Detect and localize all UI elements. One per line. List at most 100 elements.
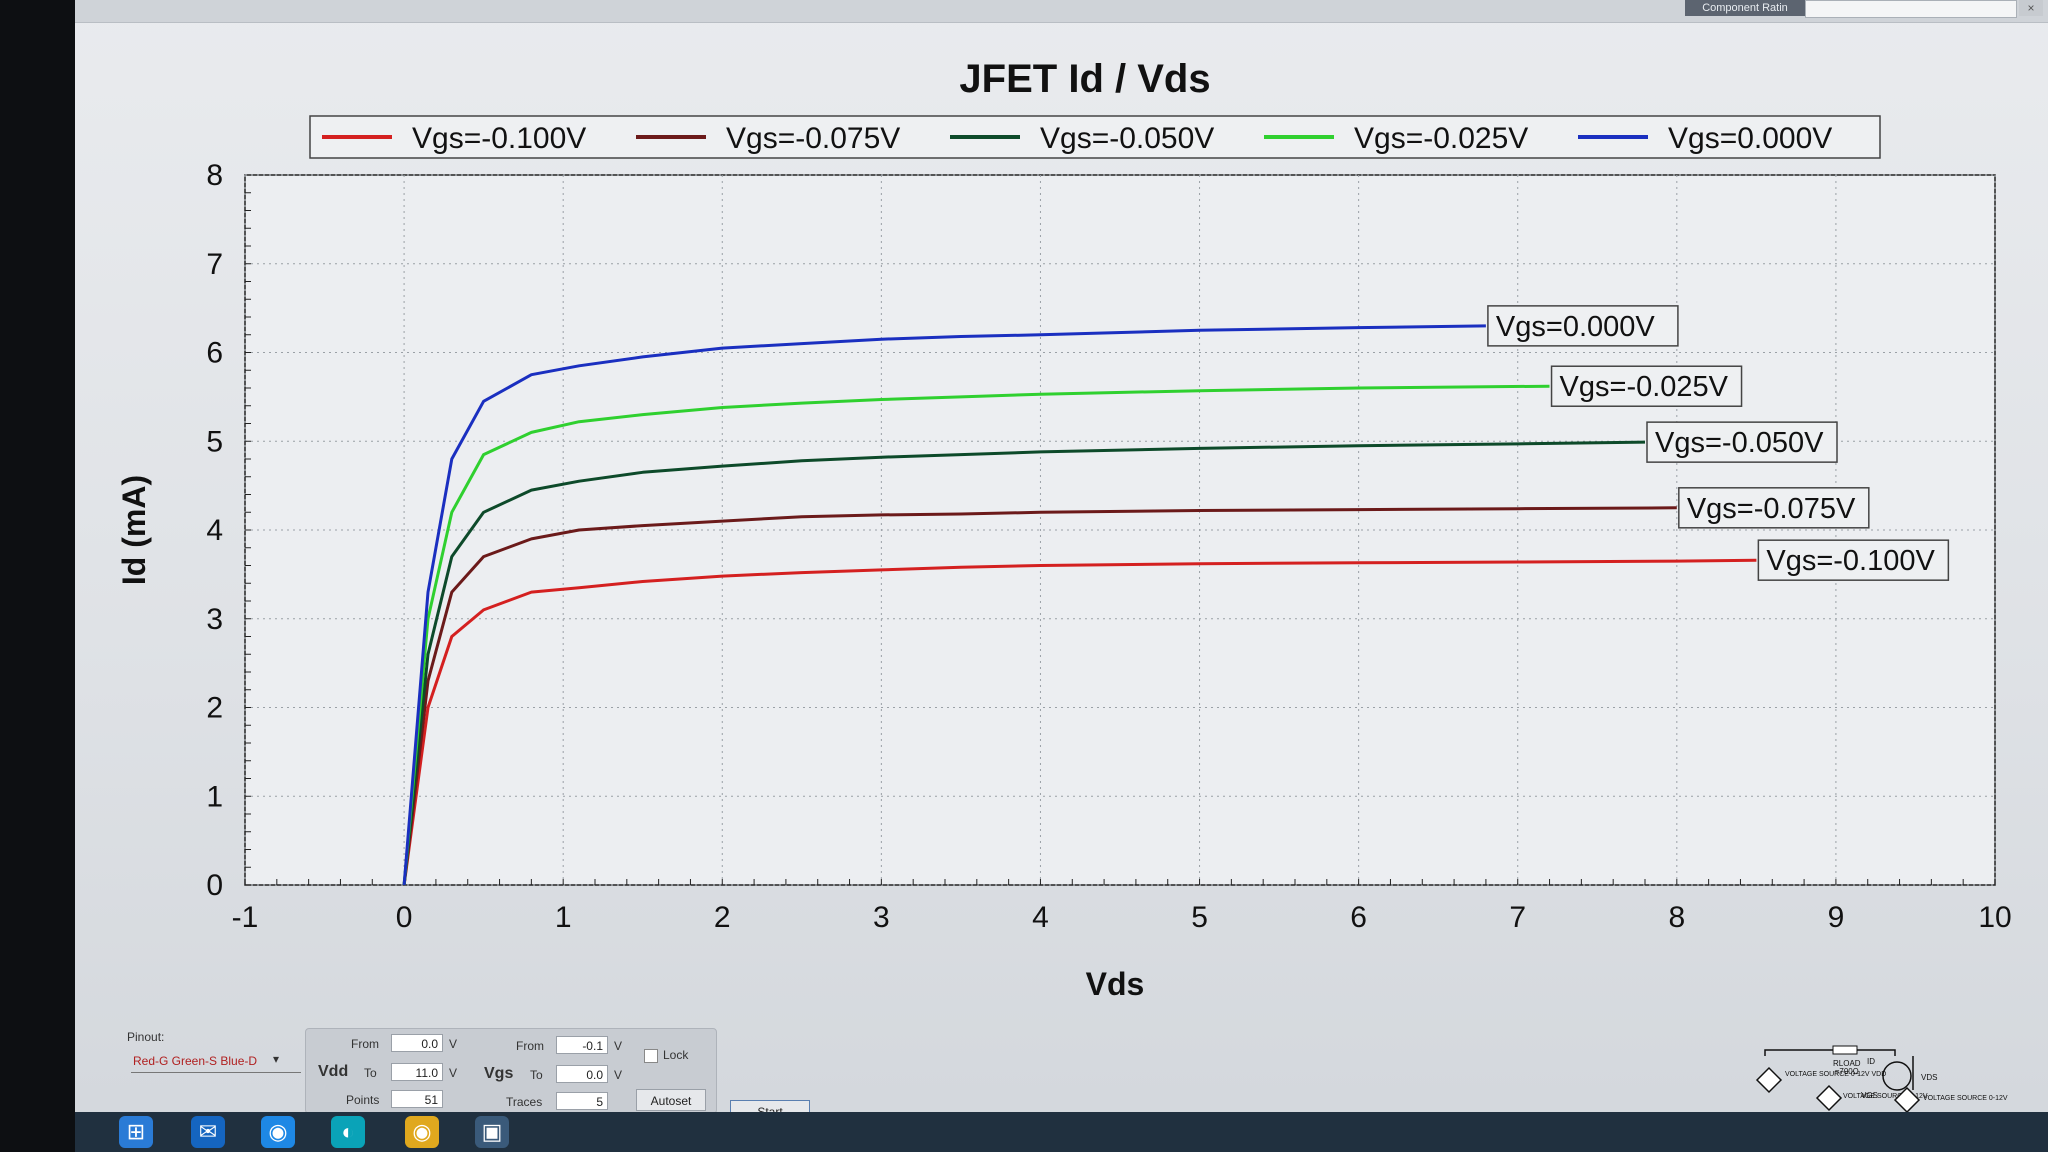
y-tick-label: 0 bbox=[206, 869, 223, 902]
series-end-label: Vgs=-0.025V bbox=[1560, 371, 1729, 403]
windows-start-icon[interactable]: ⊞ bbox=[119, 1116, 153, 1148]
pinout-select[interactable]: Red-G Green-S Blue-D bbox=[133, 1054, 258, 1068]
y-tick-label: 5 bbox=[206, 425, 223, 458]
y-tick-label: 2 bbox=[206, 692, 223, 725]
sweep-panel: From 0.0 V Vdd To 11.0 V Points 51 From … bbox=[305, 1028, 717, 1114]
x-tick-label: 7 bbox=[1509, 901, 1526, 934]
series-end-label-box bbox=[1646, 421, 1838, 463]
series-line bbox=[402, 440, 1646, 886]
points-label: Points bbox=[346, 1093, 380, 1107]
vgs-source-icon bbox=[1815, 1084, 1843, 1112]
x-tick-label: 3 bbox=[873, 901, 890, 934]
legend-entry: Vgs=-0.050V bbox=[1040, 122, 1214, 155]
chevron-down-icon[interactable]: ▾ bbox=[273, 1052, 280, 1066]
vgs-source-label-1: VOLTAGE SOURCE 0-12V bbox=[1843, 1093, 1928, 1100]
series-end-label-box bbox=[1678, 487, 1870, 529]
taskbar: ⊞ ✉ ◉ ◐ ◉ ▣ bbox=[75, 1112, 2048, 1152]
vgs-label: Vgs bbox=[484, 1065, 514, 1082]
series-line bbox=[402, 558, 1757, 886]
plot-area: -1 0 1 2 3 4 5 6 7 8 9 10 0 1 2 3 4 5 6 7 8 Vgs=-0.100V Vgs=-0… bbox=[206, 159, 2011, 934]
jfet-symbol bbox=[1882, 1061, 1912, 1091]
x-tick-label: 0 bbox=[396, 901, 413, 934]
y-tick-label: 1 bbox=[206, 780, 223, 813]
chart-title: JFET Id / Vds bbox=[959, 57, 1210, 101]
series-end-label: Vgs=-0.075V bbox=[1687, 493, 1856, 525]
x-axis-label: Vds bbox=[1086, 966, 1145, 1002]
vdd-to-label: To bbox=[364, 1066, 377, 1080]
controls-area: Pinout: Red-G Green-S Blue-D ▾ From 0.0 … bbox=[75, 1020, 2048, 1122]
lock-label: Lock bbox=[663, 1048, 689, 1062]
series-end-label-box bbox=[1550, 365, 1743, 407]
close-icon[interactable]: × bbox=[2019, 0, 2043, 16]
x-tick-label: 1 bbox=[555, 901, 572, 934]
vds-label: VDS bbox=[1921, 1073, 1937, 1082]
pinout-label: Pinout: bbox=[127, 1030, 165, 1044]
x-tick-label: 4 bbox=[1032, 901, 1049, 934]
vdd-source-icon bbox=[1755, 1066, 1783, 1094]
x-tick-label: 8 bbox=[1668, 901, 1685, 934]
x-tick-label: 2 bbox=[714, 901, 731, 934]
traces-input[interactable]: 5 bbox=[556, 1092, 608, 1110]
autoset-button[interactable]: Autoset bbox=[636, 1089, 706, 1111]
vgs-source-label-2: VOLTAGE SOURCE 0-12V bbox=[1923, 1095, 2008, 1102]
rload-label: RLOAD bbox=[1833, 1059, 1861, 1068]
x-tick-label: 9 bbox=[1828, 901, 1845, 934]
plot-background bbox=[244, 174, 1996, 886]
y-tick-label: 8 bbox=[206, 159, 223, 192]
vgs-from-label: From bbox=[516, 1039, 544, 1053]
series-line bbox=[402, 384, 1550, 886]
rload-value: ≈700Ω bbox=[1835, 1067, 1859, 1076]
third-source-icon bbox=[1893, 1086, 1921, 1112]
chrome-dev-icon[interactable]: ◉ bbox=[261, 1116, 295, 1148]
x-tick-label: 6 bbox=[1350, 901, 1367, 934]
y-tick-label: 6 bbox=[206, 337, 223, 370]
circuit-diagram: RLOAD ≈700Ω ID VDS VGS VOLTAGE SOURCE 0-… bbox=[1755, 1045, 2008, 1112]
outlook-icon[interactable]: ✉ bbox=[191, 1116, 225, 1148]
vdd-source-label: VOLTAGE SOURCE 0-12V VDD bbox=[1785, 1071, 1886, 1078]
vdd-from-label: From bbox=[351, 1037, 379, 1051]
series-line bbox=[402, 506, 1677, 886]
traces-label: Traces bbox=[506, 1095, 543, 1109]
series-end-label: Vgs=-0.100V bbox=[1766, 545, 1935, 577]
legend-entry: Vgs=-0.075V bbox=[726, 122, 900, 155]
chrome-icon[interactable]: ◉ bbox=[405, 1116, 439, 1148]
series-end-label: Vgs=0.000V bbox=[1496, 311, 1655, 343]
app-icon[interactable]: ▣ bbox=[475, 1116, 509, 1148]
x-tick-label: -1 bbox=[232, 901, 259, 934]
series-end-label-box bbox=[1757, 539, 1950, 581]
vgs-label-circuit: VGS bbox=[1861, 1091, 1878, 1100]
vgs-to-label: To bbox=[530, 1068, 543, 1082]
legend-entry: Vgs=0.000V bbox=[1668, 122, 1832, 155]
vdd-to-unit: V bbox=[449, 1066, 458, 1080]
vdd-label: Vdd bbox=[318, 1063, 349, 1080]
series-line bbox=[402, 324, 1486, 886]
y-axis-label: Id (mA) bbox=[116, 475, 152, 585]
id-label: ID bbox=[1867, 1057, 1875, 1066]
y-tick-label: 7 bbox=[206, 248, 223, 281]
y-tick-label: 4 bbox=[206, 514, 223, 547]
points-input[interactable]: 51 bbox=[391, 1090, 443, 1108]
top-field[interactable] bbox=[1805, 0, 2017, 18]
pinout-underline bbox=[131, 1072, 301, 1073]
vgs-from-input[interactable]: -0.1 bbox=[556, 1036, 608, 1054]
vgs-to-unit: V bbox=[614, 1068, 623, 1082]
lock-checkbox[interactable] bbox=[644, 1049, 658, 1063]
title-bar: Component Ratin × bbox=[75, 0, 2048, 23]
vdd-from-input[interactable]: 0.0 bbox=[391, 1034, 443, 1052]
chart-legend: Vgs=-0.100V Vgs=-0.075V Vgs=-0.050V Vgs=-0.… bbox=[309, 115, 1881, 159]
series-end-label-box bbox=[1487, 305, 1679, 347]
y-tick-label: 3 bbox=[206, 603, 223, 636]
jfet-chart: JFET Id / Vds Vgs=-0.100V Vgs=-0.075V Vgs=… bbox=[116, 57, 2012, 1002]
rload-resistor bbox=[1832, 1045, 1858, 1055]
component-rating-tab[interactable]: Component Ratin bbox=[1685, 0, 1805, 16]
vdd-from-unit: V bbox=[449, 1037, 458, 1051]
vgs-from-unit: V bbox=[614, 1039, 623, 1053]
app-window: Component Ratin × JFET Id / Vds Vgs=-0.1… bbox=[75, 0, 2048, 1152]
legend-entry: Vgs=-0.025V bbox=[1354, 122, 1528, 155]
edge-icon[interactable]: ◐ bbox=[331, 1116, 365, 1148]
x-tick-label: 10 bbox=[1978, 901, 2011, 934]
legend-entry: Vgs=-0.100V bbox=[412, 122, 586, 155]
vgs-to-input[interactable]: 0.0 bbox=[556, 1065, 608, 1083]
series-end-label: Vgs=-0.050V bbox=[1655, 427, 1824, 459]
vdd-to-input[interactable]: 11.0 bbox=[391, 1063, 443, 1081]
